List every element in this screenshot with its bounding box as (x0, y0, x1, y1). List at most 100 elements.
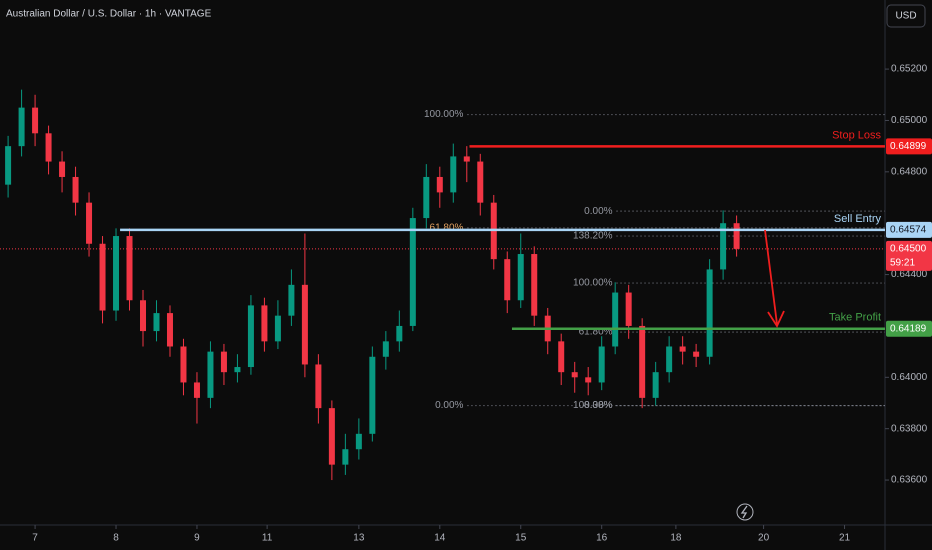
candle-body (639, 325, 646, 398)
candle-body (140, 300, 147, 332)
candle-body (382, 341, 389, 357)
candle-body (166, 313, 173, 347)
price-tag-label: 0.64574 (890, 225, 927, 236)
countdown-label: 59:21 (890, 258, 915, 269)
candle-body (652, 372, 659, 398)
candle-body (477, 161, 484, 203)
candle-body (86, 202, 93, 244)
candle-body (193, 382, 200, 398)
candle-body (328, 408, 335, 465)
fib-label: 138.20% (573, 231, 613, 242)
currency-label[interactable]: USD (895, 11, 916, 22)
candle-body (153, 313, 160, 332)
candle-body (436, 176, 443, 193)
flash-circle[interactable] (736, 503, 754, 521)
candle-body (5, 146, 12, 185)
candle-body (504, 259, 511, 301)
candle-body (450, 156, 457, 193)
x-tick-label: 11 (262, 533, 273, 544)
candle-body (355, 433, 362, 450)
price-tag-label: 0.64899 (890, 141, 927, 152)
candle-body (234, 367, 241, 373)
candle-body (288, 284, 295, 316)
candle-body (720, 223, 727, 270)
x-tick-label: 15 (515, 533, 527, 544)
candle-body (585, 377, 592, 383)
x-tick-label: 8 (113, 533, 119, 544)
candle-body (274, 315, 281, 342)
y-tick-label: 0.64000 (891, 372, 928, 383)
candle-body (666, 346, 673, 373)
y-tick-label: 0.63600 (891, 475, 928, 486)
x-tick-label: 9 (194, 533, 200, 544)
y-tick-label: 0.65000 (891, 115, 928, 126)
trade-level-name: Stop Loss (832, 129, 881, 141)
chart-title: Australian Dollar / U.S. Dollar · 1h · V… (6, 9, 212, 20)
candle-body (113, 236, 120, 311)
flash-bolt[interactable] (740, 505, 748, 519)
candle-body (72, 176, 79, 203)
x-tick-label: 13 (353, 533, 365, 544)
fib-label: 100.00% (573, 278, 613, 289)
candle-body (396, 325, 403, 342)
price-tag (886, 138, 932, 155)
candle-body (679, 346, 686, 352)
candle-body (247, 305, 254, 368)
candle-body (531, 254, 538, 316)
current-price-label: 0.64500 (890, 244, 927, 255)
candle-body (733, 223, 740, 249)
candle-body (32, 107, 39, 134)
x-tick-label: 7 (32, 533, 38, 544)
candle-body (220, 351, 227, 373)
candle-body (571, 372, 578, 378)
x-tick-label: 16 (596, 533, 608, 544)
fib-label: 8.38% (584, 400, 612, 411)
candle-body (342, 449, 349, 465)
candle-body (558, 341, 565, 373)
x-tick-label: 18 (670, 533, 682, 544)
fib-label: 100.00% (424, 109, 464, 120)
candle-body (207, 351, 214, 398)
arrow-shaft (764, 229, 778, 325)
fib-label: 100.00% (573, 400, 613, 411)
candle-body (423, 176, 430, 219)
y-tick-label: 0.63800 (891, 423, 928, 434)
candle-body (301, 284, 308, 365)
candle-body (612, 292, 619, 347)
candle-body (693, 351, 700, 357)
candle-body (315, 364, 322, 409)
candle-body (463, 156, 470, 162)
candle-body (59, 161, 66, 177)
x-tick-label: 21 (839, 533, 851, 544)
price-tag-label: 0.64189 (890, 323, 927, 334)
candle-body (180, 346, 187, 383)
fib-label: 0.00% (435, 400, 463, 411)
candle-body (625, 292, 632, 326)
fib-label: 61.80% (430, 222, 464, 233)
candle-body (706, 269, 713, 357)
candle-body (409, 218, 416, 326)
candle-body (126, 236, 133, 301)
trade-level-name: Sell Entry (834, 213, 882, 225)
candle-body (45, 133, 52, 162)
candle-body (598, 346, 605, 383)
x-tick-label: 14 (434, 533, 446, 544)
candle-body (99, 243, 106, 311)
price-tag (886, 221, 932, 238)
currency-button[interactable] (886, 4, 926, 28)
fib-label: 61.80% (579, 327, 613, 338)
y-tick-label: 0.65200 (891, 64, 928, 75)
flash-icon[interactable] (736, 503, 754, 521)
arrow-head (767, 310, 785, 328)
candle-body (517, 254, 524, 301)
x-tick-label: 20 (758, 533, 770, 544)
current-price-tag (886, 240, 932, 271)
fib-label: 0.00% (584, 206, 612, 217)
projection-arrow (764, 229, 785, 328)
plot: 0.65200 0.65000 0.64800 0.64400 0.64000 0.638… (0, 64, 928, 544)
price-tag (886, 320, 932, 337)
candle-body (18, 107, 25, 147)
trade-level-name: Take Profit (829, 312, 881, 324)
